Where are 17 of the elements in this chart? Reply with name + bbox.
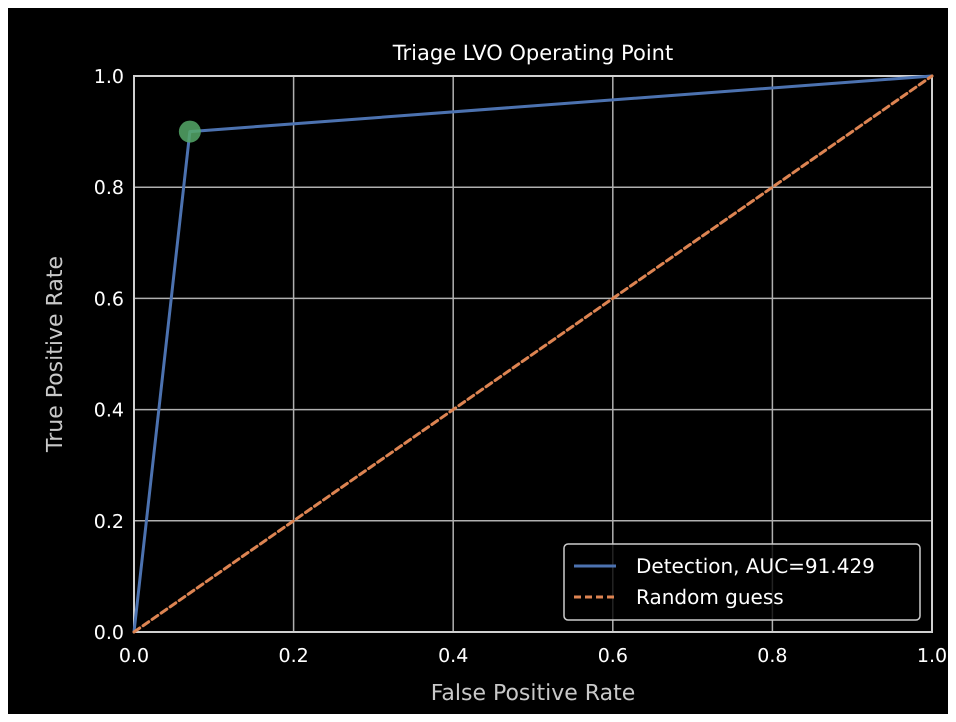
x-tick-label: 0.8 [757,645,788,667]
y-tick-label: 0.0 [94,622,124,644]
y-tick-label: 0.4 [94,400,124,422]
x-tick-label: 0.0 [118,645,150,667]
legend-label: Detection, AUC=91.429 [636,554,875,578]
x-tick-label: 0.6 [598,645,628,667]
y-tick-label: 0.2 [94,510,124,533]
y-axis-title: True Positive Rate [43,256,68,453]
x-axis-title: False Positive Rate [430,681,636,706]
y-tick-label: 1.0 [94,66,124,88]
x-tick-label: 0.2 [278,645,309,667]
y-tick-label: 0.6 [94,288,124,310]
x-tick-label: 1.0 [916,645,948,667]
y-tick-label: 0.8 [94,177,124,200]
legend-label: Random guess [636,585,784,609]
chart-title: Triage LVO Operating Point [392,41,674,65]
x-tick-label: 0.4 [438,645,468,667]
